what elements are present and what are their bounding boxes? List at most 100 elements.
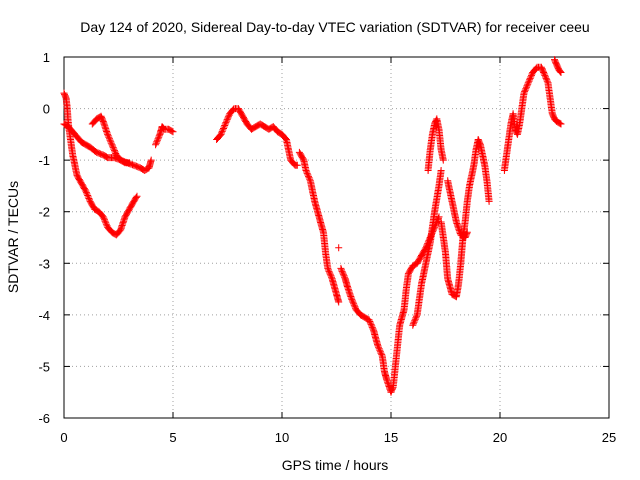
data-point <box>306 175 314 183</box>
data-point <box>107 139 115 147</box>
data-points <box>60 56 565 396</box>
data-point <box>154 135 162 143</box>
data-point <box>305 174 313 182</box>
data-point <box>375 343 382 351</box>
data-point <box>411 317 419 325</box>
plot-frame <box>63 56 610 419</box>
data-point <box>326 270 334 278</box>
y-axis: -6 -5 -4 -3 -2 -1 0 1 <box>38 50 609 426</box>
data-point <box>84 192 92 199</box>
data-point <box>305 172 312 180</box>
data-point <box>100 214 108 222</box>
data-point <box>409 320 417 328</box>
data-point <box>524 80 532 88</box>
x-axis-label: GPS time / hours <box>282 457 389 473</box>
data-point <box>338 266 345 274</box>
data-point <box>410 318 418 326</box>
y-tick-label: 0 <box>43 102 50 117</box>
data-point <box>218 129 226 137</box>
data-point <box>222 119 230 127</box>
data-point <box>376 346 384 354</box>
data-point <box>169 128 177 136</box>
data-point <box>528 71 535 79</box>
data-point <box>350 300 358 308</box>
data-point <box>220 123 228 131</box>
data-point <box>217 130 225 138</box>
data-point <box>303 168 311 176</box>
data-point <box>324 264 332 272</box>
data-point <box>110 145 118 153</box>
data-point <box>366 319 374 327</box>
data-point <box>335 298 343 306</box>
data-point <box>413 312 420 320</box>
data-point <box>349 298 357 306</box>
data-point <box>218 127 226 135</box>
data-point <box>348 297 356 305</box>
data-point <box>411 315 419 323</box>
data-point <box>221 120 229 128</box>
y-tick-label: -4 <box>38 308 50 323</box>
y-tick-label: -2 <box>38 205 50 220</box>
data-point <box>111 147 118 155</box>
data-point <box>409 321 417 329</box>
data-point <box>111 148 119 156</box>
data-point <box>83 190 91 198</box>
data-point <box>133 192 141 200</box>
data-point <box>350 301 358 309</box>
data-point <box>105 133 113 141</box>
x-tick-label: 10 <box>275 430 289 445</box>
x-tick-label: 0 <box>60 430 67 445</box>
x-tick-label: 5 <box>169 430 176 445</box>
y-tick-label: -5 <box>38 359 50 374</box>
data-point <box>223 116 231 124</box>
data-point <box>368 323 376 331</box>
data-point <box>463 228 471 236</box>
x-tick-label: 15 <box>384 430 398 445</box>
data-point <box>378 351 386 359</box>
data-point <box>101 216 108 224</box>
data-point <box>523 82 531 90</box>
data-point <box>302 167 310 174</box>
data-point <box>367 320 375 328</box>
data-point <box>540 69 548 76</box>
data-point <box>104 132 112 140</box>
data-point <box>338 267 346 275</box>
data-point <box>556 67 564 75</box>
data-point <box>102 220 110 228</box>
data-point <box>109 142 117 150</box>
data-point <box>526 74 534 82</box>
data-point <box>107 138 115 146</box>
data-point <box>152 141 160 149</box>
data-point <box>153 136 161 144</box>
data-point <box>543 77 551 85</box>
data-point <box>108 141 116 149</box>
data-point <box>106 135 113 143</box>
grid <box>64 57 609 418</box>
data-point <box>368 322 376 330</box>
data-point <box>523 83 530 91</box>
data-point <box>335 244 343 252</box>
data-point <box>339 269 347 277</box>
x-tick-label: 25 <box>602 430 616 445</box>
data-point <box>82 189 90 197</box>
data-point <box>153 138 161 146</box>
data-point <box>224 113 232 121</box>
chart-title: Day 124 of 2020, Sidereal Day-to-day VTE… <box>80 19 589 35</box>
data-point <box>521 88 529 96</box>
data-point <box>102 219 110 227</box>
data-point <box>155 133 163 141</box>
data-point <box>152 139 160 147</box>
data-point <box>223 117 231 125</box>
data-point <box>527 73 535 81</box>
data-point <box>542 74 550 82</box>
data-point <box>303 169 311 177</box>
x-tick-label: 20 <box>493 430 507 445</box>
data-point <box>526 76 534 84</box>
data-point <box>168 127 176 135</box>
data-point <box>304 171 312 179</box>
data-point <box>337 264 345 272</box>
data-point <box>521 86 529 94</box>
data-point <box>556 119 564 127</box>
data-point <box>524 79 532 87</box>
data-point <box>109 144 117 152</box>
